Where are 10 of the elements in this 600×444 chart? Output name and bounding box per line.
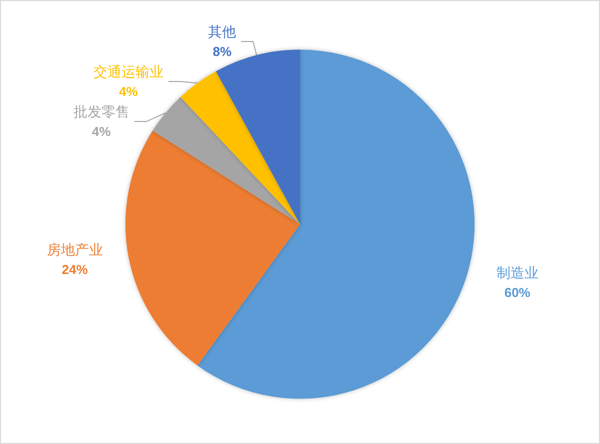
data-label: 4% xyxy=(119,84,138,100)
slice-label: 其他 xyxy=(208,24,236,41)
data-label: 24% xyxy=(62,262,88,278)
slice-label: 交通运输业 xyxy=(93,64,164,81)
data-label: 8% xyxy=(212,44,232,60)
slice-label: 房地产业 xyxy=(46,242,103,259)
data-label: 60% xyxy=(504,284,531,300)
data-label: 4% xyxy=(92,124,112,140)
slice-label: 批发零售 xyxy=(73,104,130,121)
slice-label: 制造业 xyxy=(496,265,538,282)
